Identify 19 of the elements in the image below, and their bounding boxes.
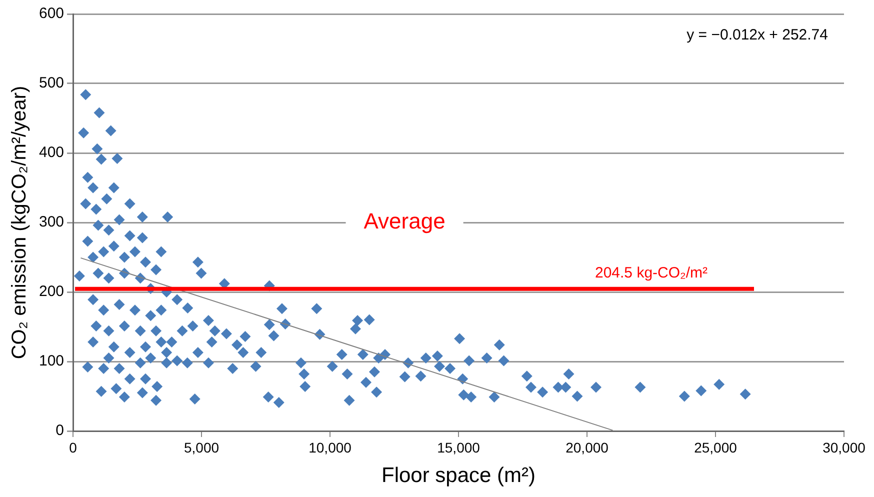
x-tick-label: 30,000 [822, 439, 866, 456]
x-tick-label: 10,000 [308, 439, 352, 456]
x-tick-label: 20,000 [566, 439, 609, 456]
y-axis-title: CO₂ emission (kgCO₂/m²/year) [8, 86, 31, 360]
annotation: Average [364, 208, 446, 234]
y-tick-label: 200 [38, 283, 64, 300]
x-tick-label: 25,000 [694, 439, 738, 456]
annotation: y = −0.012x + 252.74 [686, 26, 828, 44]
y-tick-label: 100 [38, 352, 64, 370]
y-tick-label: 300 [38, 214, 64, 231]
x-axis-title: Floor space (m²) [382, 464, 536, 488]
y-tick-label: 0 [56, 422, 64, 440]
x-tick-label: 0 [69, 439, 78, 456]
y-tick-label: 600 [38, 5, 64, 22]
ref-line-label: 204.5 kg-CO₂/m² [594, 264, 708, 282]
y-tick-label: 500 [38, 74, 64, 92]
y-tick-label: 400 [38, 144, 64, 162]
x-tick-label: 15,000 [437, 439, 480, 456]
x-tick-label: 5,000 [184, 439, 220, 456]
